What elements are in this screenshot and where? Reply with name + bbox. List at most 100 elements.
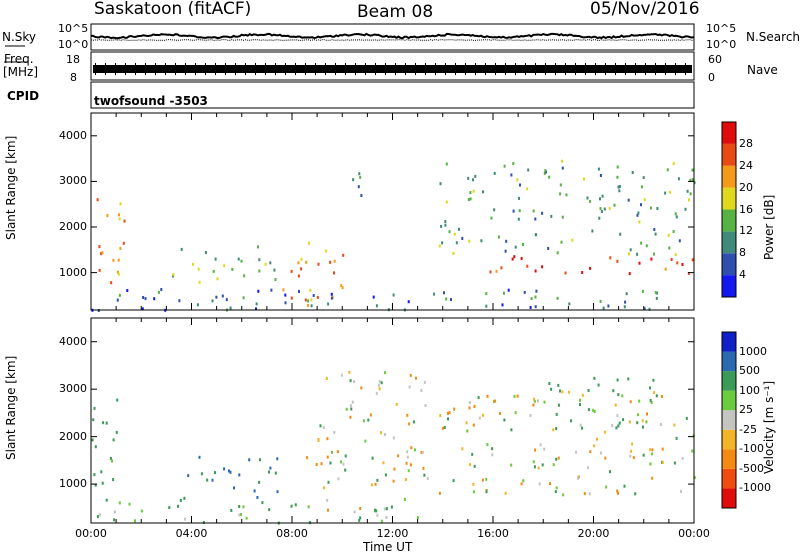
nave-tick-top: 60 bbox=[708, 53, 722, 66]
power-echo-cell bbox=[519, 183, 521, 187]
velocity-echo-cell bbox=[392, 436, 395, 440]
power-echo-cell bbox=[157, 290, 160, 294]
power-echo-cell bbox=[490, 216, 493, 220]
power-echo-cell bbox=[618, 189, 621, 193]
velocity-echo-cell bbox=[636, 421, 639, 425]
velocity-echo-cell bbox=[659, 423, 662, 426]
velocity-echo-cell bbox=[649, 462, 652, 466]
power-echo-cell bbox=[638, 261, 641, 265]
frequency-spike bbox=[165, 63, 166, 75]
velocity-echo-cell bbox=[597, 383, 600, 387]
velocity-echo-cell bbox=[416, 516, 419, 520]
velocity-echo-cell bbox=[557, 456, 560, 460]
velocity-echo-cell bbox=[315, 463, 318, 466]
velocity-echo-cell bbox=[238, 473, 241, 477]
power-echo-cell bbox=[329, 260, 332, 264]
power-echo-cell bbox=[445, 297, 448, 301]
velocity-echo-cell bbox=[481, 478, 484, 482]
power-echo-cell bbox=[636, 252, 639, 256]
velocity-echo-cell bbox=[473, 464, 476, 468]
power-echo-cell bbox=[153, 297, 156, 301]
velocity-echo-cell bbox=[649, 386, 652, 390]
power-echo-cell bbox=[116, 270, 119, 274]
power-echo-cell bbox=[598, 216, 601, 220]
velocity-echo-cell bbox=[461, 447, 464, 451]
freq-panel bbox=[90, 51, 695, 81]
velocity-echo-cell bbox=[557, 383, 560, 387]
power-echo-cell bbox=[119, 202, 122, 206]
velocity-colorbar-tick: 25 bbox=[739, 403, 753, 417]
power-echo-cell bbox=[518, 209, 521, 213]
velocity-ylabel: Slant Range [km] bbox=[4, 355, 18, 460]
nave-tick-bottom: 0 bbox=[708, 71, 715, 84]
power-echo-cell bbox=[98, 268, 101, 272]
power-echo-cell bbox=[672, 162, 675, 166]
power-echo-cell bbox=[333, 259, 336, 263]
velocity-echo-cell bbox=[392, 479, 395, 483]
frequency-spike bbox=[115, 63, 116, 75]
velocity-echo-cell bbox=[646, 412, 648, 416]
velocity-echo-cell bbox=[112, 438, 115, 442]
velocity-echo-cell bbox=[242, 505, 245, 509]
power-echo-cell bbox=[655, 296, 658, 300]
power-echo-cell bbox=[686, 189, 689, 193]
velocity-colorbar-tick: -25 bbox=[739, 422, 757, 436]
power-echo-cell bbox=[654, 232, 657, 236]
velocity-echo-cell bbox=[447, 417, 449, 421]
power-echo-cell bbox=[480, 239, 483, 243]
velocity-echo-cell bbox=[140, 509, 143, 513]
velocity-echo-cell bbox=[491, 453, 494, 457]
power-echo-cell bbox=[123, 219, 126, 223]
velocity-echo-cell bbox=[423, 473, 426, 477]
velocity-echo-cell bbox=[486, 443, 489, 447]
power-echo-cell bbox=[300, 267, 303, 271]
velocity-echo-cell bbox=[575, 450, 577, 454]
velocity-echo-cell bbox=[552, 428, 555, 432]
velocity-echo-cell bbox=[441, 426, 444, 430]
frequency-spike bbox=[135, 63, 136, 75]
velocity-echo-cell bbox=[98, 513, 101, 517]
frequency-spike bbox=[535, 63, 536, 75]
power-echo-cell bbox=[674, 212, 677, 216]
velocity-echo-cell bbox=[652, 378, 655, 382]
velocity-echo-cell bbox=[513, 394, 516, 398]
velocity-colorbar-segment bbox=[722, 488, 736, 508]
power-echo-cell bbox=[242, 296, 245, 300]
velocity-echo-cell bbox=[359, 507, 362, 510]
velocity-echo-cell bbox=[348, 370, 351, 374]
power-echo-cell bbox=[298, 289, 300, 293]
frequency-spike bbox=[605, 63, 606, 75]
power-echo-cell bbox=[655, 291, 658, 295]
power-echo-cell bbox=[284, 301, 287, 305]
power-echo-cell bbox=[358, 172, 361, 176]
frequency-spike bbox=[475, 63, 476, 75]
velocity-echo-cell bbox=[351, 400, 354, 404]
power-echo-cell bbox=[689, 178, 692, 182]
velocity-echo-cell bbox=[638, 399, 641, 403]
power-echo-cell bbox=[452, 251, 455, 255]
velocity-ytick-label: 2000 bbox=[59, 429, 87, 443]
velocity-echo-cell bbox=[693, 476, 696, 480]
velocity-echo-cell bbox=[93, 473, 96, 477]
power-echo-cell bbox=[474, 174, 477, 178]
frequency-spike bbox=[315, 63, 316, 75]
velocity-echo-cell bbox=[382, 461, 385, 465]
velocity-echo-cell bbox=[485, 490, 488, 494]
frequency-spike bbox=[255, 63, 256, 75]
noise-tick-top-left: 10^5 bbox=[58, 22, 89, 35]
velocity-echo-cell bbox=[326, 498, 329, 502]
frequency-spike bbox=[615, 63, 616, 75]
velocity-echo-cell bbox=[477, 396, 480, 400]
power-echo-cell bbox=[564, 271, 567, 275]
velocity-echo-cell bbox=[587, 466, 589, 470]
nsky-label: N.Sky bbox=[2, 30, 37, 44]
velocity-echo-cell bbox=[681, 457, 684, 461]
power-echo-cell bbox=[616, 165, 619, 169]
power-echo-cell bbox=[142, 296, 145, 299]
power-echo-cell bbox=[650, 257, 653, 261]
frequency-spike bbox=[465, 63, 466, 75]
velocity-echo-cell bbox=[340, 373, 343, 377]
power-echo-cell bbox=[443, 291, 445, 295]
power-echo-cell bbox=[653, 252, 656, 256]
